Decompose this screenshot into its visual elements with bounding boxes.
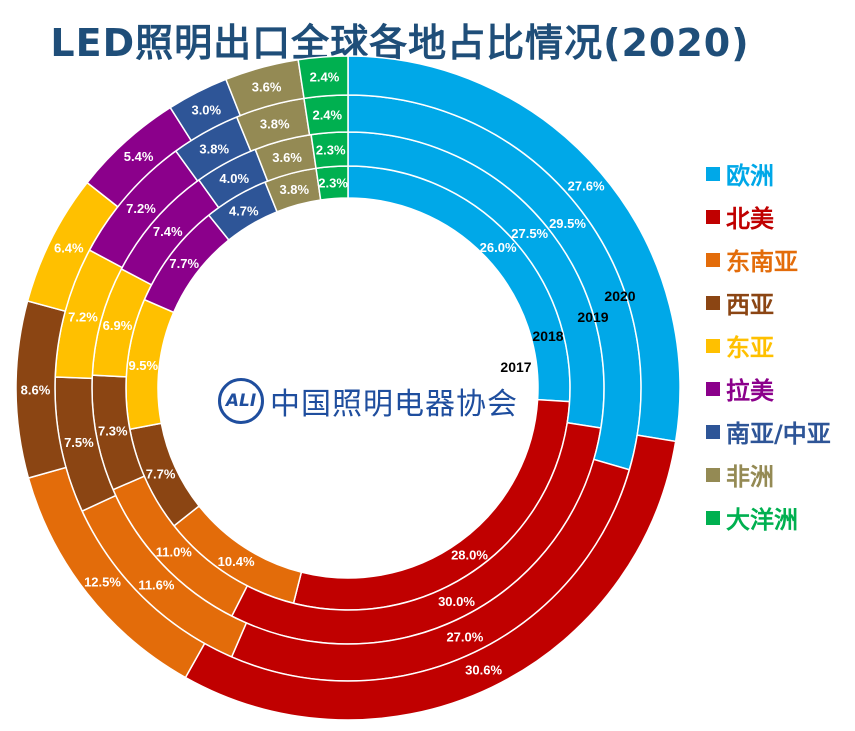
data-label: 2.3%	[318, 176, 348, 191]
data-label: 26.0%	[480, 240, 517, 255]
legend-label: 西亚	[726, 291, 774, 319]
legend-swatch	[706, 252, 720, 267]
data-label: 8.6%	[21, 383, 51, 398]
legend-label: 拉美	[726, 377, 774, 405]
legend: 欧洲北美东南亚西亚东亚拉美南亚/中亚非洲大洋洲	[706, 152, 831, 539]
data-label: 3.6%	[252, 79, 282, 94]
data-label: 6.4%	[54, 241, 84, 256]
data-label: 3.8%	[260, 117, 290, 132]
data-label: 2.4%	[310, 69, 340, 84]
data-label: 3.6%	[272, 150, 302, 165]
chart-title: LED照明出口全球各地占比情况(2020)	[50, 21, 750, 65]
legend-swatch	[706, 424, 720, 439]
legend-swatch	[706, 166, 720, 181]
legend-label: 非洲	[726, 463, 774, 491]
data-label: 4.7%	[229, 203, 259, 218]
series-year-label: 2017	[500, 359, 531, 375]
data-label: 6.9%	[103, 318, 133, 333]
association-logo: ALI 中国照明电器协会	[218, 378, 518, 424]
data-label: 7.4%	[153, 224, 183, 239]
legend-item: 南亚/中亚	[706, 410, 831, 453]
data-label: 30.0%	[438, 594, 475, 609]
data-label: 27.0%	[446, 629, 483, 644]
data-label: 7.7%	[146, 467, 176, 482]
data-label: 11.0%	[156, 545, 193, 560]
legend-item: 大洋洲	[706, 496, 831, 539]
legend-item: 非洲	[706, 453, 831, 496]
legend-item: 东亚	[706, 324, 831, 367]
donut-slice	[297, 55, 349, 100]
data-label: 5.4%	[124, 149, 154, 164]
data-label: 2.4%	[312, 107, 342, 122]
series-year-label: 2018	[532, 328, 563, 344]
legend-item: 西亚	[706, 281, 831, 324]
data-label: 3.8%	[279, 182, 309, 197]
data-label: 7.3%	[98, 424, 128, 439]
series-year-label: 2020	[604, 288, 635, 304]
legend-label: 北美	[726, 205, 774, 233]
legend-item: 北美	[706, 195, 831, 238]
logo-text: 中国照明电器协会	[270, 387, 518, 422]
data-label: 7.5%	[64, 435, 94, 450]
legend-swatch	[706, 510, 720, 525]
data-label: 2.3%	[316, 143, 346, 158]
data-label: 30.6%	[465, 663, 502, 678]
data-label: 29.5%	[549, 216, 586, 231]
data-label: 11.6%	[138, 578, 175, 593]
legend-swatch	[706, 209, 720, 224]
data-label: 9.5%	[128, 358, 158, 373]
legend-label: 东亚	[726, 334, 774, 362]
data-label: 3.0%	[191, 103, 221, 118]
legend-item: 东南亚	[706, 238, 831, 281]
legend-label: 大洋洲	[726, 506, 798, 534]
data-label: 7.2%	[68, 309, 98, 324]
legend-label: 欧洲	[726, 162, 774, 190]
data-label: 3.8%	[199, 141, 229, 156]
data-label: 10.4%	[218, 554, 255, 569]
data-label: 27.5%	[511, 226, 548, 241]
legend-item: 拉美	[706, 367, 831, 410]
data-label: 28.0%	[451, 547, 488, 562]
data-label: 7.2%	[126, 201, 156, 216]
legend-label: 东南亚	[726, 248, 798, 276]
legend-swatch	[706, 295, 720, 310]
data-label: 27.6%	[568, 179, 605, 194]
legend-swatch	[706, 338, 720, 353]
ali-logo-icon: ALI	[218, 378, 264, 424]
legend-swatch	[706, 381, 720, 396]
data-label: 4.0%	[219, 171, 249, 186]
series-year-label: 2019	[577, 309, 608, 325]
logo-mark-text: ALI	[225, 391, 257, 411]
legend-label: 南亚/中亚	[726, 420, 831, 448]
legend-item: 欧洲	[706, 152, 831, 195]
data-label: 7.7%	[169, 256, 199, 271]
data-label: 12.5%	[84, 574, 121, 589]
legend-swatch	[706, 467, 720, 482]
